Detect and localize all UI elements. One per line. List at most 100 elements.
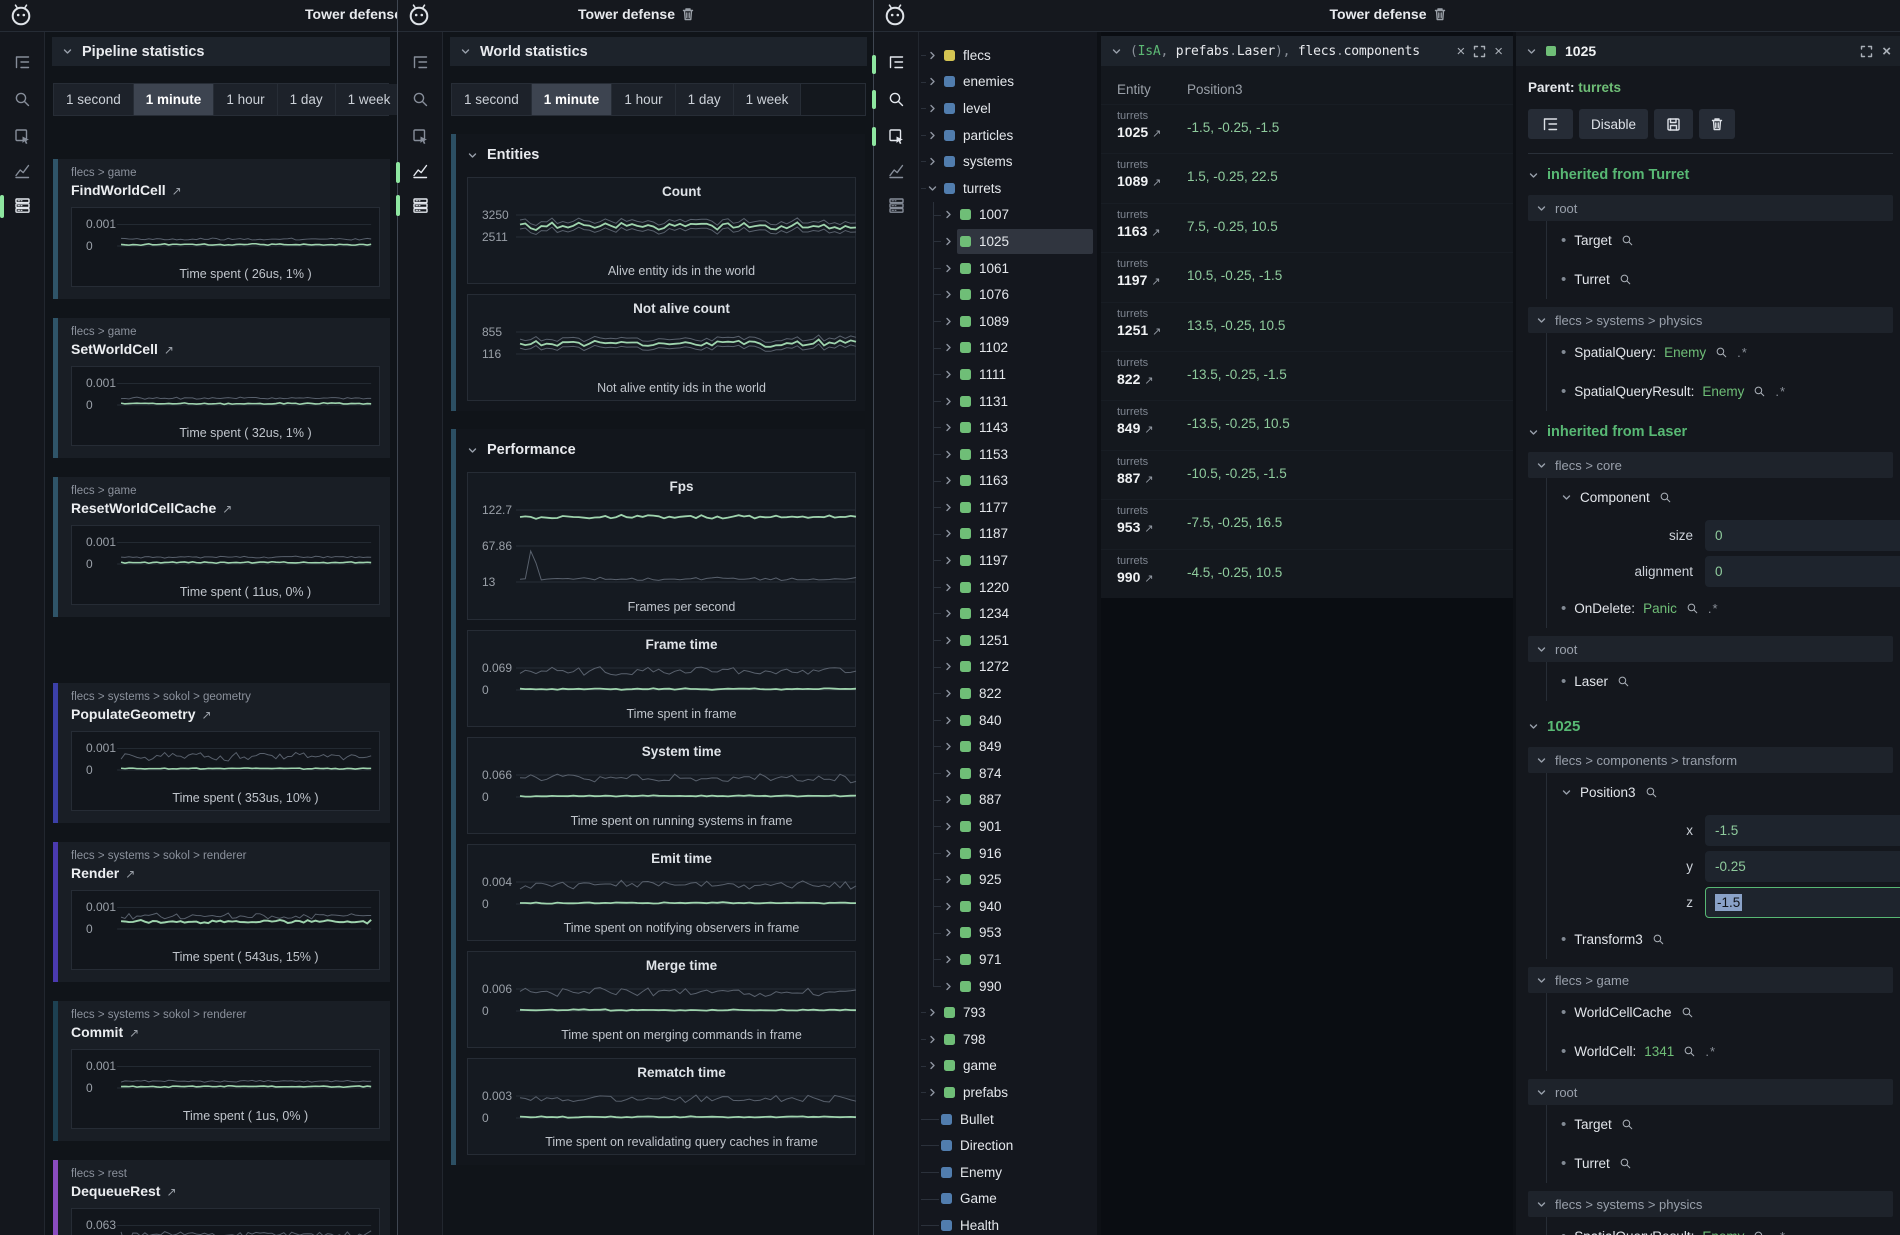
query-result-row[interactable]: turrets 990↗ -4.5, -0.25, 10.5 — [1101, 549, 1513, 598]
tree-item-Direction[interactable]: Direction — [919, 1132, 1097, 1159]
component-item-Turret[interactable]: •Turret — [1561, 260, 1893, 299]
search-icon[interactable] — [886, 89, 907, 110]
magnifier-icon[interactable] — [1752, 1229, 1767, 1235]
outline-icon[interactable] — [12, 52, 33, 73]
tree-item-flecs[interactable]: flecs — [919, 42, 1097, 69]
tree-item-1076[interactable]: 1076 — [919, 281, 1097, 308]
delete-button[interactable] — [1699, 109, 1735, 139]
stat-name[interactable]: PopulateGeometry↗ — [71, 706, 380, 722]
tree-item-793[interactable]: 793 — [919, 999, 1097, 1026]
component-item-Position3[interactable]: Position3 — [1561, 773, 1893, 812]
tree-item-Game[interactable]: Game — [919, 1186, 1097, 1213]
tree-item-1102[interactable]: 1102 — [919, 335, 1097, 362]
tree-item-849[interactable]: 849 — [919, 733, 1097, 760]
tree-item-1025[interactable]: 1025 — [919, 228, 1097, 255]
resize-handle[interactable] — [872, 127, 876, 146]
tree-item-1007[interactable]: 1007 — [919, 202, 1097, 229]
time-button-1-week[interactable]: 1 week — [734, 84, 802, 115]
inspector-icon[interactable] — [886, 126, 907, 147]
field-input-x[interactable]: -1.5 — [1705, 815, 1900, 846]
inspector-icon[interactable] — [12, 126, 33, 147]
component-item-Transform3[interactable]: •Transform3 — [1561, 920, 1893, 959]
tree-item-1197[interactable]: 1197 — [919, 547, 1097, 574]
tree-item-systems[interactable]: systems — [919, 148, 1097, 175]
resize-handle[interactable] — [872, 55, 876, 74]
magnifier-icon[interactable] — [1682, 1044, 1697, 1059]
resize-handle[interactable] — [0, 197, 4, 218]
tree-item-enemies[interactable]: enemies — [919, 69, 1097, 96]
group-bar[interactable]: root — [1528, 195, 1893, 221]
chevron-down-icon[interactable] — [1111, 46, 1122, 57]
query-result-row[interactable]: turrets 822↗ -13.5, -0.25, -1.5 — [1101, 351, 1513, 400]
field-input-size[interactable]: 0 — [1705, 520, 1900, 551]
tree-item-916[interactable]: 916 — [919, 840, 1097, 867]
stat-name[interactable]: SetWorldCell↗ — [71, 341, 380, 357]
tree-item-1220[interactable]: 1220 — [919, 574, 1097, 601]
group-bar[interactable]: root — [1528, 636, 1893, 662]
component-value[interactable]: 1341 — [1644, 1044, 1674, 1059]
tree-item-953[interactable]: 953 — [919, 920, 1097, 947]
component-item-OnDelete[interactable]: •OnDelete:Panic.* — [1561, 589, 1893, 628]
query-result-row[interactable]: turrets 849↗ -13.5, -0.25, 10.5 — [1101, 400, 1513, 449]
query-expression[interactable]: (IsA, prefabs.Laser), flecs.components — [1130, 44, 1448, 59]
records-icon[interactable] — [886, 195, 907, 216]
component-value[interactable]: Enemy — [1702, 1229, 1744, 1235]
outline-icon[interactable] — [886, 52, 907, 73]
query-result-row[interactable]: turrets 1197↗ 10.5, -0.25, -1.5 — [1101, 252, 1513, 301]
records-icon[interactable] — [12, 195, 33, 216]
outline-icon[interactable] — [410, 52, 431, 73]
component-item-SpatialQuery[interactable]: •SpatialQuery:Enemy.* — [1561, 333, 1893, 372]
component-item-SpatialQueryResult[interactable]: •SpatialQueryResult:Enemy.* — [1561, 372, 1893, 411]
component-item-Laser[interactable]: •Laser — [1561, 662, 1893, 701]
tree-item-874[interactable]: 874 — [919, 760, 1097, 787]
tree-item-971[interactable]: 971 — [919, 946, 1097, 973]
disable-button[interactable]: Disable — [1579, 109, 1648, 139]
tree-item-840[interactable]: 840 — [919, 707, 1097, 734]
query-result-row[interactable]: turrets 1089↗ 1.5, -0.25, 22.5 — [1101, 153, 1513, 202]
tree-item-1177[interactable]: 1177 — [919, 494, 1097, 521]
clear-query-icon[interactable]: × — [1456, 44, 1465, 59]
group-bar[interactable]: flecs > systems > physics — [1528, 307, 1893, 333]
group-bar[interactable]: flecs > systems > physics — [1528, 1191, 1893, 1217]
parent-link[interactable]: turrets — [1578, 80, 1621, 95]
tree-item-Health[interactable]: Health — [919, 1212, 1097, 1235]
tree-item-990[interactable]: 990 — [919, 973, 1097, 1000]
tree-item-1234[interactable]: 1234 — [919, 600, 1097, 627]
tree-item-1153[interactable]: 1153 — [919, 441, 1097, 468]
magnifier-icon[interactable] — [1680, 1005, 1695, 1020]
time-button-1-day[interactable]: 1 day — [676, 84, 734, 115]
magnifier-icon[interactable] — [1651, 932, 1666, 947]
component-item-Component[interactable]: Component — [1561, 478, 1893, 517]
stat-name[interactable]: ResetWorldCellCache↗ — [71, 500, 380, 516]
query-result-row[interactable]: turrets 887↗ -10.5, -0.25, -1.5 — [1101, 450, 1513, 499]
tree-item-level[interactable]: level — [919, 95, 1097, 122]
search-icon[interactable] — [12, 89, 33, 110]
stat-name[interactable]: Render↗ — [71, 865, 380, 881]
tree-item-turrets[interactable]: turrets — [919, 175, 1097, 202]
resize-handle[interactable] — [872, 90, 876, 109]
panel-header[interactable]: World statistics — [450, 37, 867, 66]
group-bar[interactable]: root — [1528, 1079, 1893, 1105]
magnifier-icon[interactable] — [1618, 272, 1633, 287]
tree-item-1187[interactable]: 1187 — [919, 521, 1097, 548]
tree-item-1272[interactable]: 1272 — [919, 654, 1097, 681]
component-value[interactable]: Enemy — [1664, 345, 1706, 360]
tree-item-1143[interactable]: 1143 — [919, 414, 1097, 441]
stat-name[interactable]: Commit↗ — [71, 1024, 380, 1040]
search-icon[interactable] — [410, 89, 431, 110]
group-bar[interactable]: flecs > components > transform — [1528, 747, 1893, 773]
tree-item-1089[interactable]: 1089 — [919, 308, 1097, 335]
tree-item-901[interactable]: 901 — [919, 813, 1097, 840]
group-bar[interactable]: flecs > core — [1528, 452, 1893, 478]
time-button-1-minute[interactable]: 1 minute — [532, 84, 613, 115]
outline-button[interactable] — [1528, 109, 1573, 139]
section-header[interactable]: Performance — [467, 438, 856, 462]
tree-item-822[interactable]: 822 — [919, 680, 1097, 707]
component-item-Target[interactable]: •Target — [1561, 1105, 1893, 1144]
query-result-row[interactable]: turrets 1163↗ 7.5, -0.25, 10.5 — [1101, 203, 1513, 252]
query-result-row[interactable]: turrets 953↗ -7.5, -0.25, 16.5 — [1101, 499, 1513, 548]
stat-name[interactable]: DequeueRest↗ — [71, 1183, 380, 1199]
tree-item-1251[interactable]: 1251 — [919, 627, 1097, 654]
tree-item-1061[interactable]: 1061 — [919, 255, 1097, 282]
trash-icon[interactable] — [682, 7, 694, 21]
